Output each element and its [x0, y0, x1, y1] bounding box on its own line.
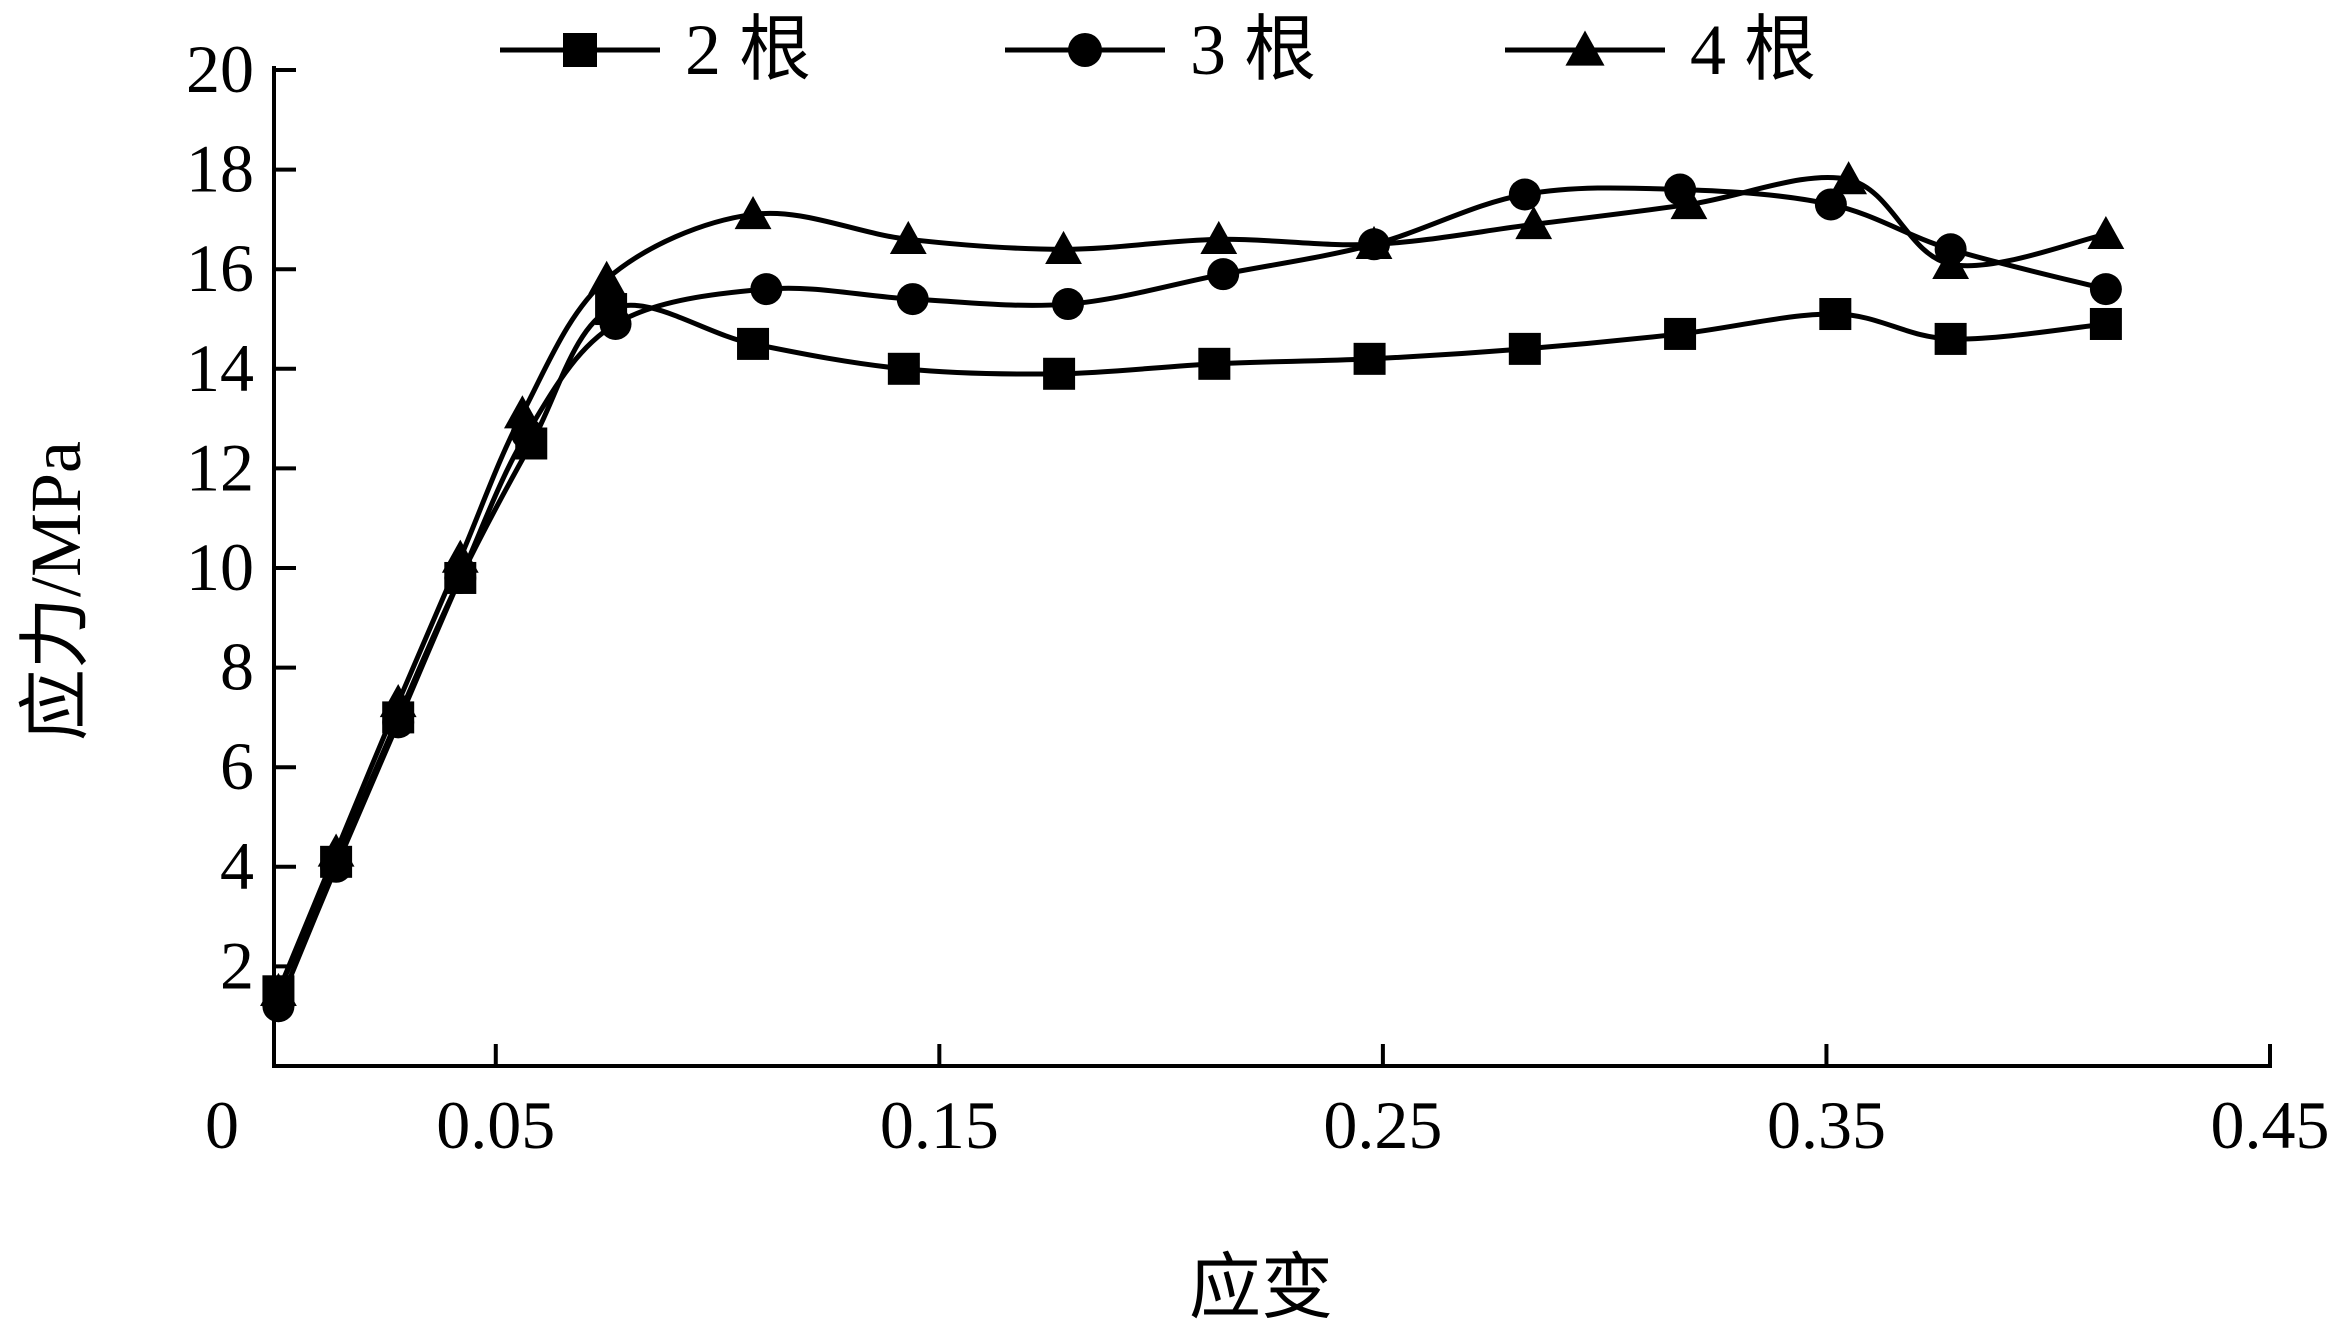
- x-tick-label: 0.35: [1767, 1087, 1886, 1163]
- y-tick-label: 8: [220, 629, 254, 705]
- triangle-marker: [1565, 30, 1605, 66]
- square-marker: [887, 352, 920, 385]
- circle-marker: [2089, 273, 2122, 306]
- triangle-marker: [1830, 161, 1868, 195]
- circle-marker: [1051, 288, 1084, 321]
- triangle-marker: [260, 972, 297, 1007]
- legend-label: 3 根: [1190, 10, 1316, 90]
- triangle-marker: [1045, 230, 1082, 264]
- square-marker: [1353, 342, 1386, 375]
- circle-marker: [1814, 188, 1847, 221]
- triangle-marker: [441, 539, 479, 573]
- legend-item: 4 根: [1505, 10, 1816, 90]
- series-group: [260, 161, 2125, 1023]
- triangle-marker: [2087, 215, 2125, 250]
- square-marker: [1043, 357, 1076, 390]
- triangle-marker: [317, 833, 355, 867]
- square-marker: [1508, 332, 1541, 365]
- y-tick-label: 20: [186, 31, 254, 107]
- circle-marker: [599, 307, 632, 340]
- legend-label: 4 根: [1690, 10, 1816, 90]
- series-line: [276, 174, 2107, 993]
- axes: 2 4 6 8 10 12 14 16 18 20 0.05 0.15 0.25 0.35 0.45 0: [186, 31, 2330, 1163]
- triangle-marker: [889, 220, 927, 255]
- y-axis-title: 应力/MPa: [16, 441, 96, 741]
- triangle-marker: [1355, 225, 1393, 260]
- x-tick-label: 0.05: [436, 1087, 555, 1163]
- legend-item: 2 根: [500, 10, 811, 90]
- square-marker: [1819, 298, 1852, 331]
- x-tick-label: 0.45: [2211, 1087, 2330, 1163]
- legend: 2 根 3 根 4 根: [500, 10, 1816, 90]
- series-1: [262, 293, 2122, 1008]
- x-tick-label: 0.25: [1323, 1087, 1442, 1163]
- square-marker: [737, 327, 770, 360]
- square-marker: [1198, 347, 1231, 380]
- y-tick-label: 10: [186, 529, 254, 605]
- y-tick-label: 2: [220, 927, 254, 1003]
- circle-marker: [1207, 258, 1240, 291]
- triangle-marker: [1670, 186, 1708, 220]
- square-marker: [1934, 322, 1967, 355]
- triangle-marker: [503, 395, 541, 429]
- y-tick-label: 4: [220, 828, 254, 904]
- y-tick-label: 18: [186, 131, 254, 207]
- y-tick-label: 16: [186, 230, 254, 306]
- circle-marker: [896, 283, 929, 316]
- y-tick-label: 12: [186, 429, 254, 505]
- triangle-marker: [379, 684, 417, 718]
- triangle-marker: [1515, 205, 1553, 240]
- y-tick-label: 6: [220, 728, 254, 804]
- square-marker: [1664, 317, 1697, 350]
- series-line: [276, 302, 2107, 993]
- series-3: [260, 161, 2125, 1007]
- triangle-marker: [734, 196, 772, 230]
- triangle-marker: [1200, 220, 1238, 255]
- circle-marker: [750, 273, 783, 306]
- x-origin-label: 0: [205, 1087, 239, 1163]
- triangle-marker: [1932, 245, 1970, 279]
- square-marker: [2089, 307, 2122, 340]
- x-tick-label: 0.15: [880, 1087, 999, 1163]
- circle-marker: [1508, 178, 1541, 211]
- square-marker: [563, 33, 597, 67]
- legend-label: 2 根: [685, 10, 811, 90]
- triangle-marker: [588, 260, 626, 294]
- circle-marker: [1068, 33, 1102, 67]
- legend-item: 3 根: [1005, 10, 1316, 90]
- y-tick-label: 14: [186, 330, 254, 406]
- x-axis-title: 应变: [1189, 1248, 1333, 1328]
